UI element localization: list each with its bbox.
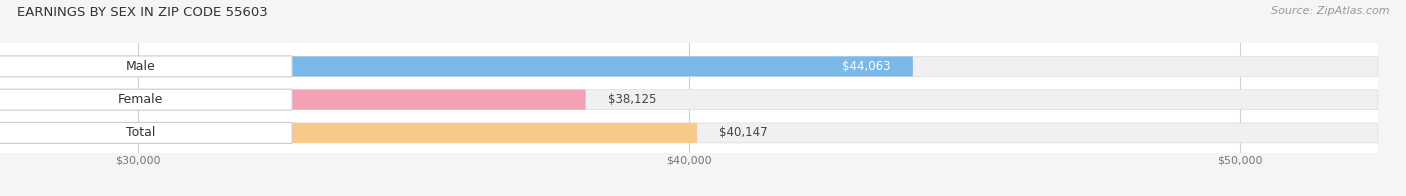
Text: $38,125: $38,125 bbox=[607, 93, 657, 106]
FancyBboxPatch shape bbox=[0, 123, 1378, 143]
Text: Total: Total bbox=[127, 126, 155, 139]
FancyBboxPatch shape bbox=[0, 123, 697, 143]
FancyBboxPatch shape bbox=[0, 90, 1378, 110]
Text: EARNINGS BY SEX IN ZIP CODE 55603: EARNINGS BY SEX IN ZIP CODE 55603 bbox=[17, 6, 267, 19]
Text: $40,147: $40,147 bbox=[718, 126, 768, 139]
FancyBboxPatch shape bbox=[0, 56, 1378, 76]
FancyBboxPatch shape bbox=[0, 56, 912, 76]
FancyBboxPatch shape bbox=[0, 90, 586, 110]
Text: $44,063: $44,063 bbox=[842, 60, 891, 73]
FancyBboxPatch shape bbox=[0, 122, 292, 143]
FancyBboxPatch shape bbox=[0, 56, 292, 77]
Text: Source: ZipAtlas.com: Source: ZipAtlas.com bbox=[1271, 6, 1389, 16]
Text: Female: Female bbox=[118, 93, 163, 106]
FancyBboxPatch shape bbox=[0, 89, 292, 110]
Text: Male: Male bbox=[125, 60, 156, 73]
